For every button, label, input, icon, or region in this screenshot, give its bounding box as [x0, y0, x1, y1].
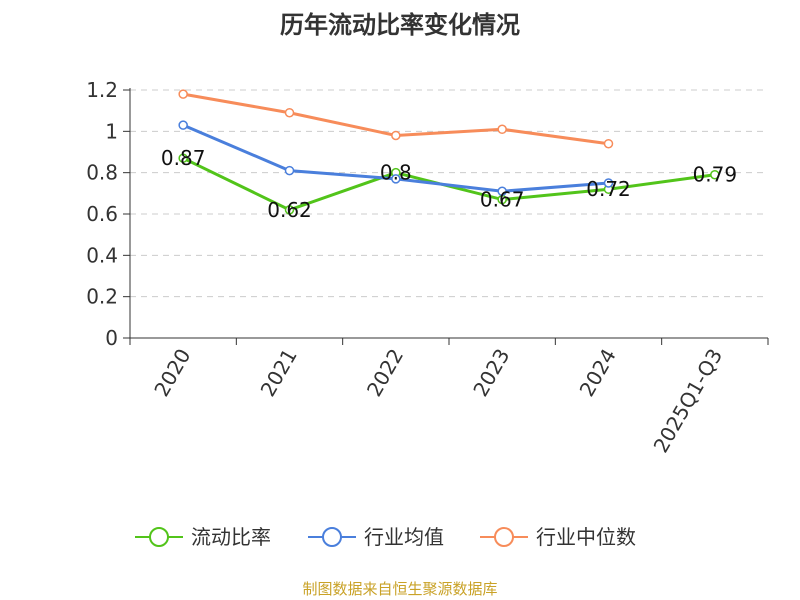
legend-label: 流动比率	[191, 525, 271, 549]
x-tick-label: 2025Q1-Q3	[648, 345, 727, 457]
y-tick-label: 0.8	[86, 161, 118, 185]
y-tick-label: 1	[105, 119, 118, 143]
source-note: 制图数据来自恒生聚源数据库	[302, 580, 497, 598]
data-label: 0.79	[693, 163, 738, 187]
chart-title: 历年流动比率变化情况	[280, 11, 520, 39]
y-tick-label: 0.6	[86, 202, 118, 226]
data-point	[391, 174, 401, 184]
data-point	[497, 124, 507, 135]
x-tick-label: 2020	[149, 345, 195, 401]
legend-label: 行业均值	[364, 525, 444, 549]
data-point	[178, 153, 188, 163]
y-tick-label: 1.2	[86, 78, 118, 102]
series-group	[178, 89, 720, 215]
data-label: 0.8	[380, 161, 412, 185]
legend-marker	[494, 527, 514, 547]
y-tick-label: 0.4	[86, 243, 118, 267]
x-tick-label: 2021	[256, 345, 302, 401]
data-point	[178, 120, 188, 130]
data-label: 0.67	[480, 188, 525, 212]
legend-marker	[322, 527, 342, 547]
y-tick-label: 0.2	[86, 285, 118, 309]
x-tick-label: 2022	[362, 345, 408, 401]
data-label: 0.72	[586, 177, 631, 201]
y-tick-label: 0	[105, 326, 118, 350]
data-label: 0.62	[267, 198, 312, 222]
x-tick-label: 2024	[575, 345, 621, 401]
data-label: 0.87	[161, 146, 206, 170]
data-point	[391, 130, 401, 141]
data-point	[284, 165, 295, 176]
data-point	[178, 89, 188, 99]
legend-label: 行业中位数	[536, 525, 636, 549]
data-point	[284, 205, 295, 215]
data-point	[497, 186, 507, 197]
data-point	[710, 169, 720, 180]
legend: 流动比率 行业均值 行业中位数	[135, 525, 636, 549]
data-point	[284, 107, 295, 118]
legend-marker	[149, 527, 169, 547]
grid	[130, 89, 768, 298]
x-tick-label: 2023	[468, 344, 514, 400]
data-labels: 0.87 0.62 0.8 0.67 0.72 0.79	[161, 146, 737, 222]
data-point	[603, 138, 614, 149]
data-point	[603, 178, 614, 188]
